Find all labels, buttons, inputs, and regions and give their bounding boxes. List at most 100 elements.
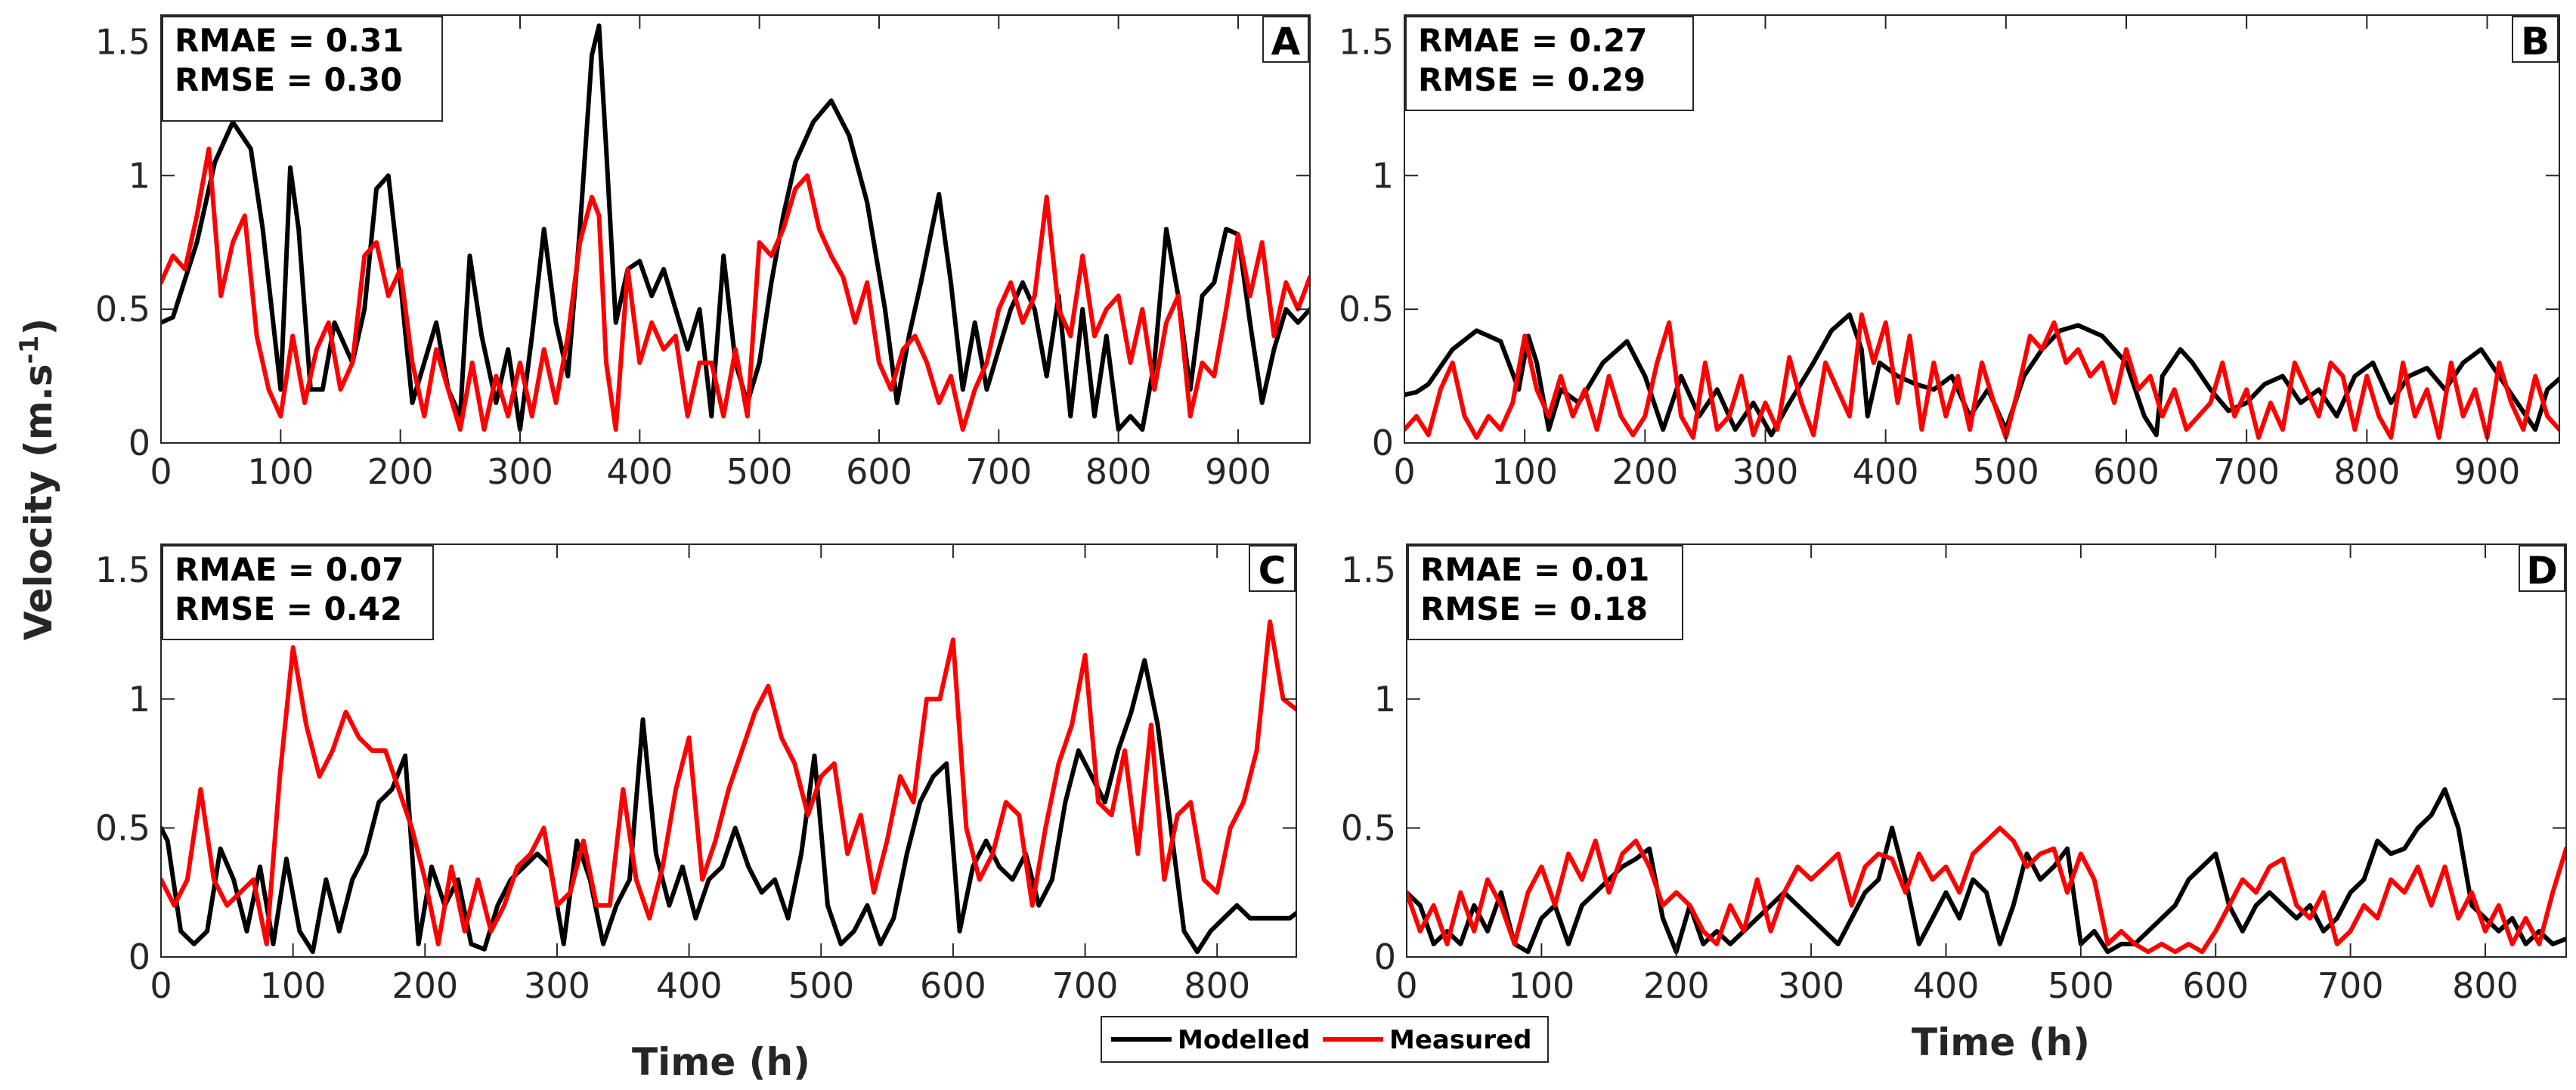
legend: Modelled Measured	[1101, 1016, 1549, 1063]
panel-d-stats-box	[1407, 545, 1683, 640]
panel-a-xtick-label: 0	[150, 451, 172, 492]
panel-c-xtick-label: 600	[920, 965, 986, 1006]
panel-c-xtick-label: 200	[392, 965, 458, 1006]
panel-b-letter: B	[2521, 20, 2550, 63]
panel-c: 0 100 200 300 400 500 600 700 800 0 0.5 1 1.5 RMAE = …	[95, 543, 1297, 1006]
panel-c-series	[161, 619, 1296, 955]
panel-d-series	[1407, 787, 2566, 955]
panel-a-letter-box	[1262, 16, 1309, 63]
panel-d-ytick-label: 1	[1374, 679, 1396, 720]
panel-b-xtick-label: 800	[2333, 451, 2400, 492]
panel-b-xtick-label: 600	[2093, 451, 2160, 492]
panel-a: 0 100 200 300 400 500 600 700 800 900 0 0.5 1 1.5 RMAE…	[95, 14, 1311, 492]
panel-b-stats-box	[1405, 16, 1694, 111]
panel-c-xtick-label: 400	[656, 965, 723, 1006]
panel-d-xtick-label: 800	[2452, 965, 2519, 1006]
panel-a-xtick-label: 800	[1085, 451, 1152, 492]
panel-a-series-measured	[161, 146, 1310, 432]
panel-d-xtick-label: 0	[1395, 965, 1417, 1006]
panel-d-series-modelled	[1407, 787, 2566, 955]
panel-d-ytick-label: 1.5	[1341, 550, 1396, 590]
panel-d-letter-box	[2519, 545, 2565, 592]
panel-b-ytick-label: 1	[1372, 155, 1394, 196]
panel-c-stat-rmae: RMAE = 0.07	[175, 551, 404, 588]
panel-c-stats-box	[162, 545, 434, 640]
panel-d-stat-rmae: RMAE = 0.01	[1420, 551, 1649, 588]
panel-b-xtick-label: 0	[1393, 451, 1415, 492]
y-axis-label-main: Velocity (m.s	[17, 364, 60, 640]
panel-d-ytick-label: 0	[1374, 937, 1396, 977]
panel-b-series-measured	[1404, 312, 2559, 440]
panel-c-ytick-label: 0	[128, 937, 150, 977]
panel-d-letter: D	[2526, 549, 2558, 593]
panel-a-xtick-label: 500	[726, 451, 793, 492]
panel-b-stat-rmae: RMAE = 0.27	[1418, 22, 1647, 59]
panel-b-ytick-label: 0	[1372, 423, 1394, 463]
panel-c-letter: C	[1259, 549, 1286, 593]
panel-c-ytick-label: 0.5	[95, 807, 150, 848]
panel-c-stat-rmse: RMSE = 0.42	[175, 590, 402, 627]
panel-d-xtick-label: 700	[2317, 965, 2384, 1006]
panel-c-xtick-label: 300	[524, 965, 590, 1006]
panel-d-xtick-label: 100	[1508, 965, 1574, 1006]
panel-c-xtick-label: 100	[260, 965, 327, 1006]
legend-label-measured: Measured	[1389, 1025, 1531, 1055]
panel-a-stat-rmae: RMAE = 0.31	[175, 22, 404, 59]
panel-d-series-measured	[1407, 825, 2566, 955]
panel-c-series-measured	[161, 619, 1296, 946]
legend-label-modelled: Modelled	[1178, 1025, 1310, 1055]
y-axis-label: Velocity (m.s-1)	[14, 318, 60, 640]
panel-b-frame	[1404, 14, 2560, 444]
panel-c-xtick-label: 500	[788, 965, 854, 1006]
x-axis-label-left: Time (h)	[632, 1040, 810, 1084]
panel-b-stat-rmse: RMSE = 0.29	[1418, 61, 1646, 98]
panel-b: 0 100 200 300 400 500 600 700 800 900 0 0.5 1 1.5 RMAE…	[1339, 14, 2560, 492]
panel-c-ytick-label: 1	[128, 679, 150, 720]
panel-d-ytick-label: 0.5	[1341, 807, 1396, 848]
panel-b-xtick-label: 200	[1612, 451, 1678, 492]
y-axis-label-close: )	[17, 318, 60, 336]
panel-a-ytick-label: 0	[128, 423, 150, 463]
panel-d-xtick-label: 300	[1778, 965, 1844, 1006]
panel-b-xtick-label: 900	[2454, 451, 2521, 492]
panel-c-letter-box	[1249, 545, 1296, 592]
panel-d: 0 100 200 300 400 500 600 700 800 0 0.5 1 1.5 RMAE = …	[1341, 543, 2567, 1006]
panel-a-xtick-label: 700	[965, 451, 1032, 492]
panel-a-series	[161, 23, 1310, 432]
panel-b-xtick-label: 300	[1732, 451, 1799, 492]
panel-a-ytick-label: 1.5	[95, 21, 150, 62]
panel-d-xtick-label: 400	[1913, 965, 1980, 1006]
panel-d-stat-rmse: RMSE = 0.18	[1420, 590, 1648, 627]
panel-a-frame	[160, 14, 1311, 444]
panel-a-ytick-label: 1	[128, 155, 150, 196]
panel-a-stat-rmse: RMSE = 0.30	[175, 61, 402, 98]
panel-c-frame	[160, 543, 1297, 958]
panel-b-series	[1404, 312, 2559, 440]
panel-a-xtick-label: 400	[606, 451, 673, 492]
panel-b-xtick-label: 400	[1853, 451, 1919, 492]
panel-a-letter: A	[1271, 20, 1301, 63]
panel-a-series-modelled	[161, 23, 1310, 432]
panel-b-xtick-label: 100	[1491, 451, 1558, 492]
panel-b-xtick-label: 500	[1973, 451, 2039, 492]
panel-b-letter-box	[2512, 16, 2559, 63]
panel-c-xtick-label: 800	[1184, 965, 1250, 1006]
panel-d-xtick-label: 500	[2048, 965, 2114, 1006]
y-axis-label-sup: -1	[14, 336, 45, 364]
panel-b-xtick-label: 700	[2213, 451, 2280, 492]
panel-c-xtick-label: 0	[150, 965, 172, 1006]
x-axis-label-right: Time (h)	[1912, 1020, 2090, 1064]
panel-c-xtick-label: 700	[1052, 965, 1119, 1006]
panel-d-xtick-label: 200	[1643, 965, 1710, 1006]
panel-b-ytick-label: 0.5	[1339, 289, 1394, 330]
panel-a-xtick-label: 600	[846, 451, 912, 492]
panel-c-ytick-label: 1.5	[95, 550, 150, 590]
panel-d-frame	[1406, 543, 2567, 958]
panel-d-xtick-label: 600	[2182, 965, 2249, 1006]
panel-a-xtick-label: 900	[1205, 451, 1271, 492]
panel-a-stats-box	[162, 16, 443, 122]
panel-c-series-modelled	[161, 658, 1296, 955]
panel-a-xtick-label: 100	[247, 451, 314, 492]
